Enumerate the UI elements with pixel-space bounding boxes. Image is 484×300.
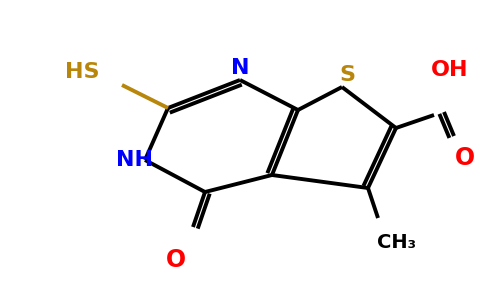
Text: O: O xyxy=(166,248,186,272)
Text: HS: HS xyxy=(65,62,99,82)
Text: O: O xyxy=(455,146,475,170)
Text: CH₃: CH₃ xyxy=(378,233,417,253)
Text: NH: NH xyxy=(117,150,153,170)
Text: OH: OH xyxy=(431,60,469,80)
Text: N: N xyxy=(231,58,249,78)
Text: S: S xyxy=(339,65,355,85)
